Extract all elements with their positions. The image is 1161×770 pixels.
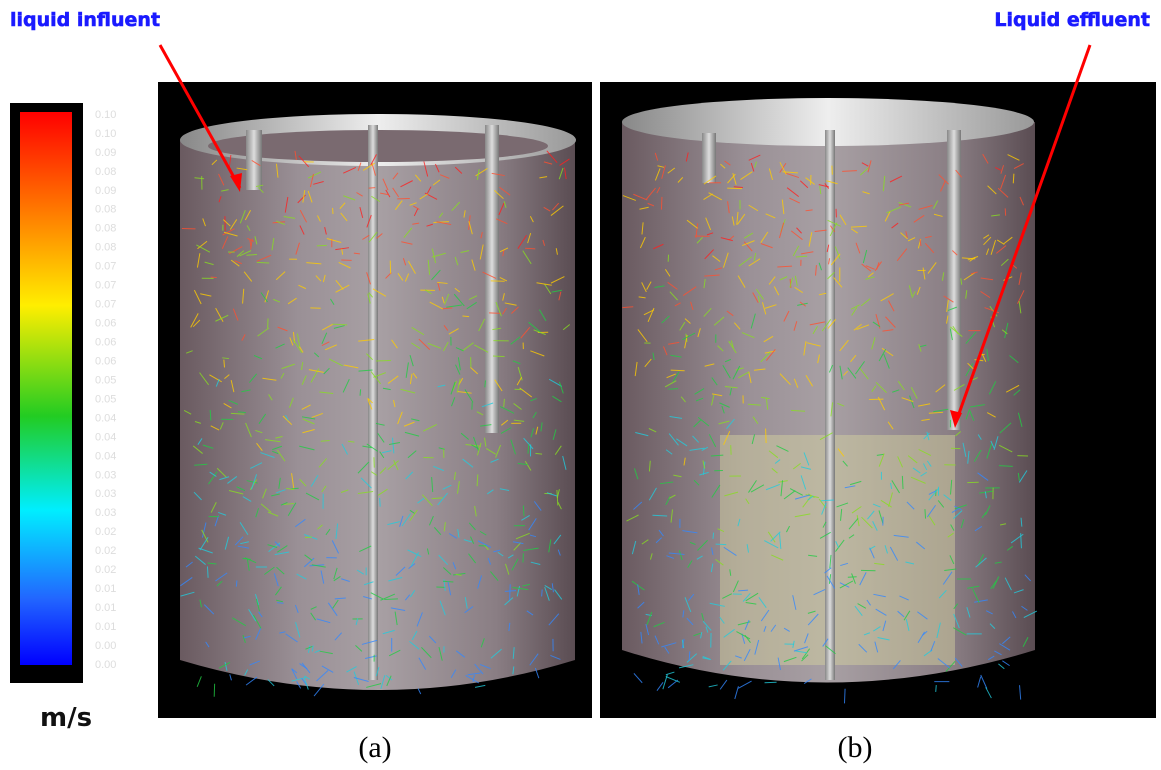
vector (305, 537, 312, 538)
vector (257, 262, 269, 263)
vector (224, 360, 225, 368)
colorbar-label: 0.08 (95, 166, 116, 178)
vector (321, 441, 330, 442)
vector (207, 566, 208, 577)
vector (523, 506, 524, 517)
vector (689, 651, 690, 660)
tank (622, 98, 1035, 683)
colorbar-label: 0.01 (95, 583, 116, 595)
vector (236, 580, 237, 586)
colorbar-label: 0.08 (95, 204, 116, 216)
colorbar-label: 0.03 (95, 507, 116, 519)
vector (332, 324, 347, 325)
vector (925, 509, 926, 518)
colorbar-label: 0.04 (95, 450, 116, 462)
colorbar-label: 0.04 (95, 431, 116, 443)
colorbar-label: 0.10 (95, 109, 116, 121)
vector (661, 197, 662, 210)
vector (493, 356, 505, 357)
vector (477, 474, 478, 486)
vector (936, 685, 937, 692)
colorbar-label: 0.04 (95, 412, 116, 424)
colorbar-label: 0.07 (95, 280, 116, 292)
colorbar-label: 0.07 (95, 261, 116, 273)
annotation: Liquid effluent (994, 9, 1150, 31)
caption: (a) (358, 731, 391, 764)
colorbar-label: 0.08 (95, 223, 116, 235)
caption: (b) (838, 731, 873, 764)
vector (1013, 174, 1014, 184)
colorbar-label: 0.00 (95, 640, 116, 652)
colorbar-label: 0.06 (95, 355, 116, 367)
colorbar-label: 0.05 (95, 374, 116, 386)
colorbar-label: 0.06 (95, 318, 116, 330)
vector (462, 316, 469, 317)
vector (376, 360, 391, 361)
vector (542, 590, 543, 597)
vector (510, 584, 511, 600)
vector (999, 466, 1013, 467)
colorbar-label: 0.00 (95, 659, 116, 671)
colorbar-label: 0.02 (95, 545, 116, 557)
colorbar-label: 0.02 (95, 526, 116, 538)
vector (380, 498, 381, 507)
vector (525, 248, 535, 249)
vector (716, 544, 727, 545)
colorbar-label: 0.09 (95, 185, 116, 197)
vector (713, 533, 714, 539)
colorbar-label: 0.09 (95, 147, 116, 159)
colorbar (20, 112, 72, 665)
figure: liquid influent Liquid effluent m/s (a) … (0, 0, 1161, 770)
vector (848, 577, 857, 578)
colorbar-label: 0.06 (95, 336, 116, 348)
vector (485, 380, 486, 387)
vector (844, 689, 845, 704)
colorbar-label: 0.02 (95, 564, 116, 576)
colorbar-label: 0.08 (95, 242, 116, 254)
colorbar-label: 0.10 (95, 128, 116, 140)
vector (766, 429, 767, 443)
vector (668, 389, 678, 390)
vector (317, 245, 327, 246)
colorbar-label: 0.01 (95, 621, 116, 633)
colorbar-label: 0.01 (95, 602, 116, 614)
vector (277, 603, 283, 604)
vector (671, 370, 685, 371)
vector (210, 410, 211, 421)
vector (489, 313, 501, 314)
vector (902, 476, 903, 489)
unit-label: m/s (40, 703, 92, 733)
colorbar-label: 0.03 (95, 488, 116, 500)
colorbar-label: 0.05 (95, 393, 116, 405)
vector (360, 389, 361, 395)
colorbar-label: 0.07 (95, 299, 116, 311)
colorbar-label: 0.03 (95, 469, 116, 481)
annotation: liquid influent (10, 9, 160, 31)
